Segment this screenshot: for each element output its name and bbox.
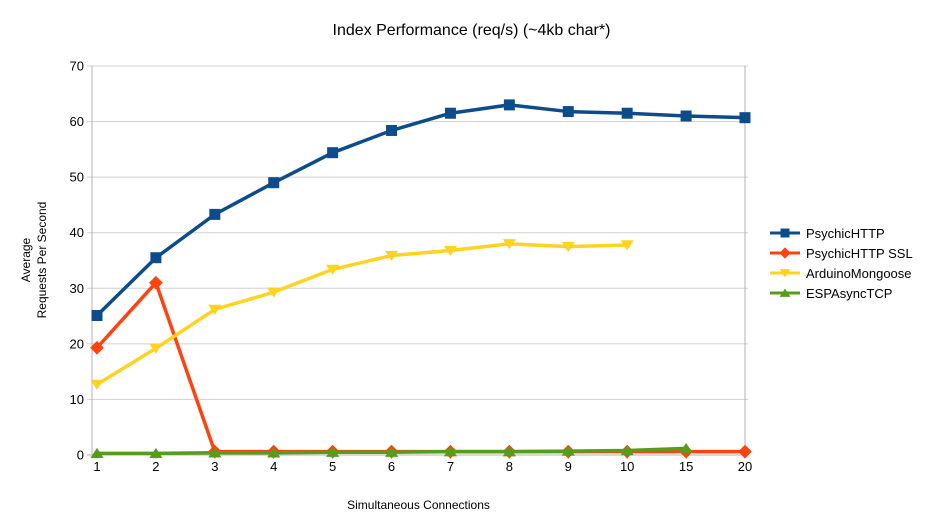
x-tick-label: 5 xyxy=(329,459,336,474)
y-tick-label: 50 xyxy=(70,170,84,185)
triangle-up-marker xyxy=(443,446,458,457)
triangle-down-marker xyxy=(267,287,281,298)
triangle-down-marker xyxy=(384,250,399,261)
square-marker xyxy=(739,112,751,124)
y-tick-label: 40 xyxy=(70,225,84,240)
x-tick-label: 20 xyxy=(738,459,752,474)
legend-label: ESPAsyncTCP xyxy=(806,285,893,301)
triangle-down-marker xyxy=(561,241,575,253)
square-marker xyxy=(327,147,339,159)
y-tick-label: 70 xyxy=(70,59,84,74)
x-tick-label: 10 xyxy=(620,459,634,474)
y-tick-label: 10 xyxy=(70,392,84,407)
y-tick-label: 60 xyxy=(70,114,84,129)
diamond-legend-icon xyxy=(770,247,800,259)
x-tick-label: 7 xyxy=(447,459,454,474)
square-marker xyxy=(621,107,633,119)
x-tick-label: 15 xyxy=(679,459,693,474)
series-line-psychichttp xyxy=(95,103,746,317)
square-marker xyxy=(386,124,398,136)
triangle-up-marker xyxy=(267,447,281,458)
square-marker xyxy=(562,106,574,118)
diamond-marker xyxy=(149,275,163,290)
triangle-up-marker xyxy=(149,447,163,459)
triangle-down-marker xyxy=(208,304,222,315)
triangle-down-marker xyxy=(326,264,340,275)
x-tick-label: 9 xyxy=(565,459,572,474)
square-marker xyxy=(91,310,103,322)
x-tick-label: 2 xyxy=(152,459,159,474)
y-tick-label: 20 xyxy=(70,336,84,351)
triangle-up-marker xyxy=(502,446,516,457)
legend-label: ArduinoMongoose xyxy=(806,265,912,281)
series-line-arduinomongoose xyxy=(96,242,628,386)
triangle-up-marker xyxy=(208,447,222,458)
x-tick-label: 6 xyxy=(388,459,395,474)
square-marker xyxy=(444,107,456,119)
square-marker xyxy=(268,177,280,189)
triangle-down-marker xyxy=(779,269,791,278)
triangle-up-marker xyxy=(679,442,693,454)
triangle-down-marker xyxy=(90,379,104,390)
triangle-up-marker xyxy=(90,447,104,459)
square-marker xyxy=(780,228,790,238)
y-tick-label: 30 xyxy=(70,281,84,296)
square-marker xyxy=(503,99,515,111)
legend-label: PsychicHTTP SSL xyxy=(806,245,913,261)
triangle-down-marker xyxy=(443,245,458,256)
diamond-marker xyxy=(90,340,104,355)
x-tick-label: 1 xyxy=(93,459,100,474)
triangle-up-marker xyxy=(384,446,399,457)
triangle-up-legend-icon xyxy=(770,288,800,297)
x-tick-label: 3 xyxy=(211,459,218,474)
legend-label: PsychicHTTP xyxy=(806,225,885,241)
triangle-down-marker xyxy=(502,239,516,250)
triangle-up-marker xyxy=(779,288,791,297)
x-tick-label: 4 xyxy=(270,459,277,474)
diamond-marker xyxy=(738,444,752,459)
triangle-down-marker xyxy=(149,343,163,354)
y-tick-label: 0 xyxy=(77,448,84,463)
x-axis-title: Simultaneous Connections xyxy=(347,498,490,512)
legend-item-psychichttp-ssl: PsychicHTTP SSL xyxy=(770,243,913,263)
triangle-up-marker xyxy=(326,446,340,457)
chart-title: Index Performance (req/s) (~4kb char*) xyxy=(332,22,611,39)
triangle-up-marker xyxy=(620,445,634,456)
square-marker xyxy=(680,110,692,122)
legend-item-espasynctcp: ESPAsyncTCP xyxy=(770,283,913,303)
diamond-marker xyxy=(779,247,791,259)
legend-item-arduinomongoose: ArduinoMongoose xyxy=(770,263,913,283)
triangle-down-marker xyxy=(620,240,634,251)
triangle-up-marker xyxy=(561,445,575,456)
square-legend-icon xyxy=(770,228,800,238)
legend-item-psychichttp: PsychicHTTP xyxy=(770,223,913,243)
square-marker xyxy=(150,252,162,264)
triangle-down-legend-icon xyxy=(770,269,800,278)
x-tick-label: 8 xyxy=(506,459,513,474)
series-line-psychichttp-ssl xyxy=(95,280,745,454)
square-marker xyxy=(209,208,221,220)
legend: PsychicHTTP PsychicHTTP SSL ArduinoMongoos… xyxy=(770,223,913,303)
